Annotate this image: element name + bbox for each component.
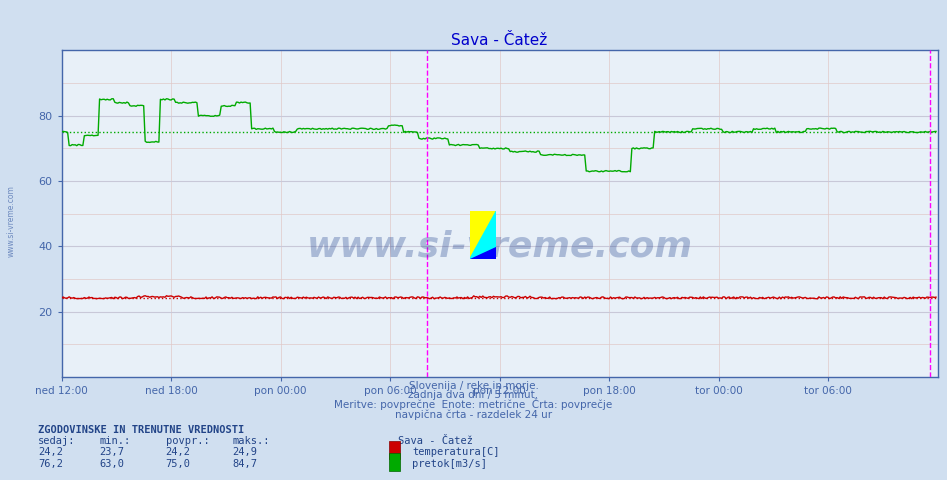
Text: Slovenija / reke in morje.: Slovenija / reke in morje. — [408, 381, 539, 391]
Text: www.si-vreme.com: www.si-vreme.com — [307, 229, 692, 263]
Text: Meritve: povprečne  Enote: metrične  Črta: povprečje: Meritve: povprečne Enote: metrične Črta:… — [334, 398, 613, 410]
Text: maks.:: maks.: — [232, 436, 270, 446]
Polygon shape — [470, 247, 496, 259]
Polygon shape — [470, 211, 496, 259]
Text: 23,7: 23,7 — [99, 446, 124, 456]
Text: 24,2: 24,2 — [38, 446, 63, 456]
Text: zadnja dva dni / 5 minut.: zadnja dva dni / 5 minut. — [408, 390, 539, 400]
Text: ZGODOVINSKE IN TRENUTNE VREDNOSTI: ZGODOVINSKE IN TRENUTNE VREDNOSTI — [38, 425, 244, 435]
Text: pretok[m3/s]: pretok[m3/s] — [412, 458, 487, 468]
Text: www.si-vreme.com: www.si-vreme.com — [7, 185, 16, 257]
Text: 84,7: 84,7 — [232, 458, 257, 468]
Text: 24,9: 24,9 — [232, 446, 257, 456]
Text: temperatura[C]: temperatura[C] — [412, 446, 499, 456]
Text: 76,2: 76,2 — [38, 458, 63, 468]
Text: navpična črta - razdelek 24 ur: navpična črta - razdelek 24 ur — [395, 409, 552, 420]
Text: Sava - Čatež: Sava - Čatež — [398, 436, 473, 446]
Text: 63,0: 63,0 — [99, 458, 124, 468]
Polygon shape — [470, 211, 496, 259]
Text: 75,0: 75,0 — [166, 458, 190, 468]
Title: Sava - Čatež: Sava - Čatež — [452, 33, 547, 48]
Text: min.:: min.: — [99, 436, 131, 446]
Text: 24,2: 24,2 — [166, 446, 190, 456]
Text: sedaj:: sedaj: — [38, 436, 76, 446]
Text: povpr.:: povpr.: — [166, 436, 209, 446]
